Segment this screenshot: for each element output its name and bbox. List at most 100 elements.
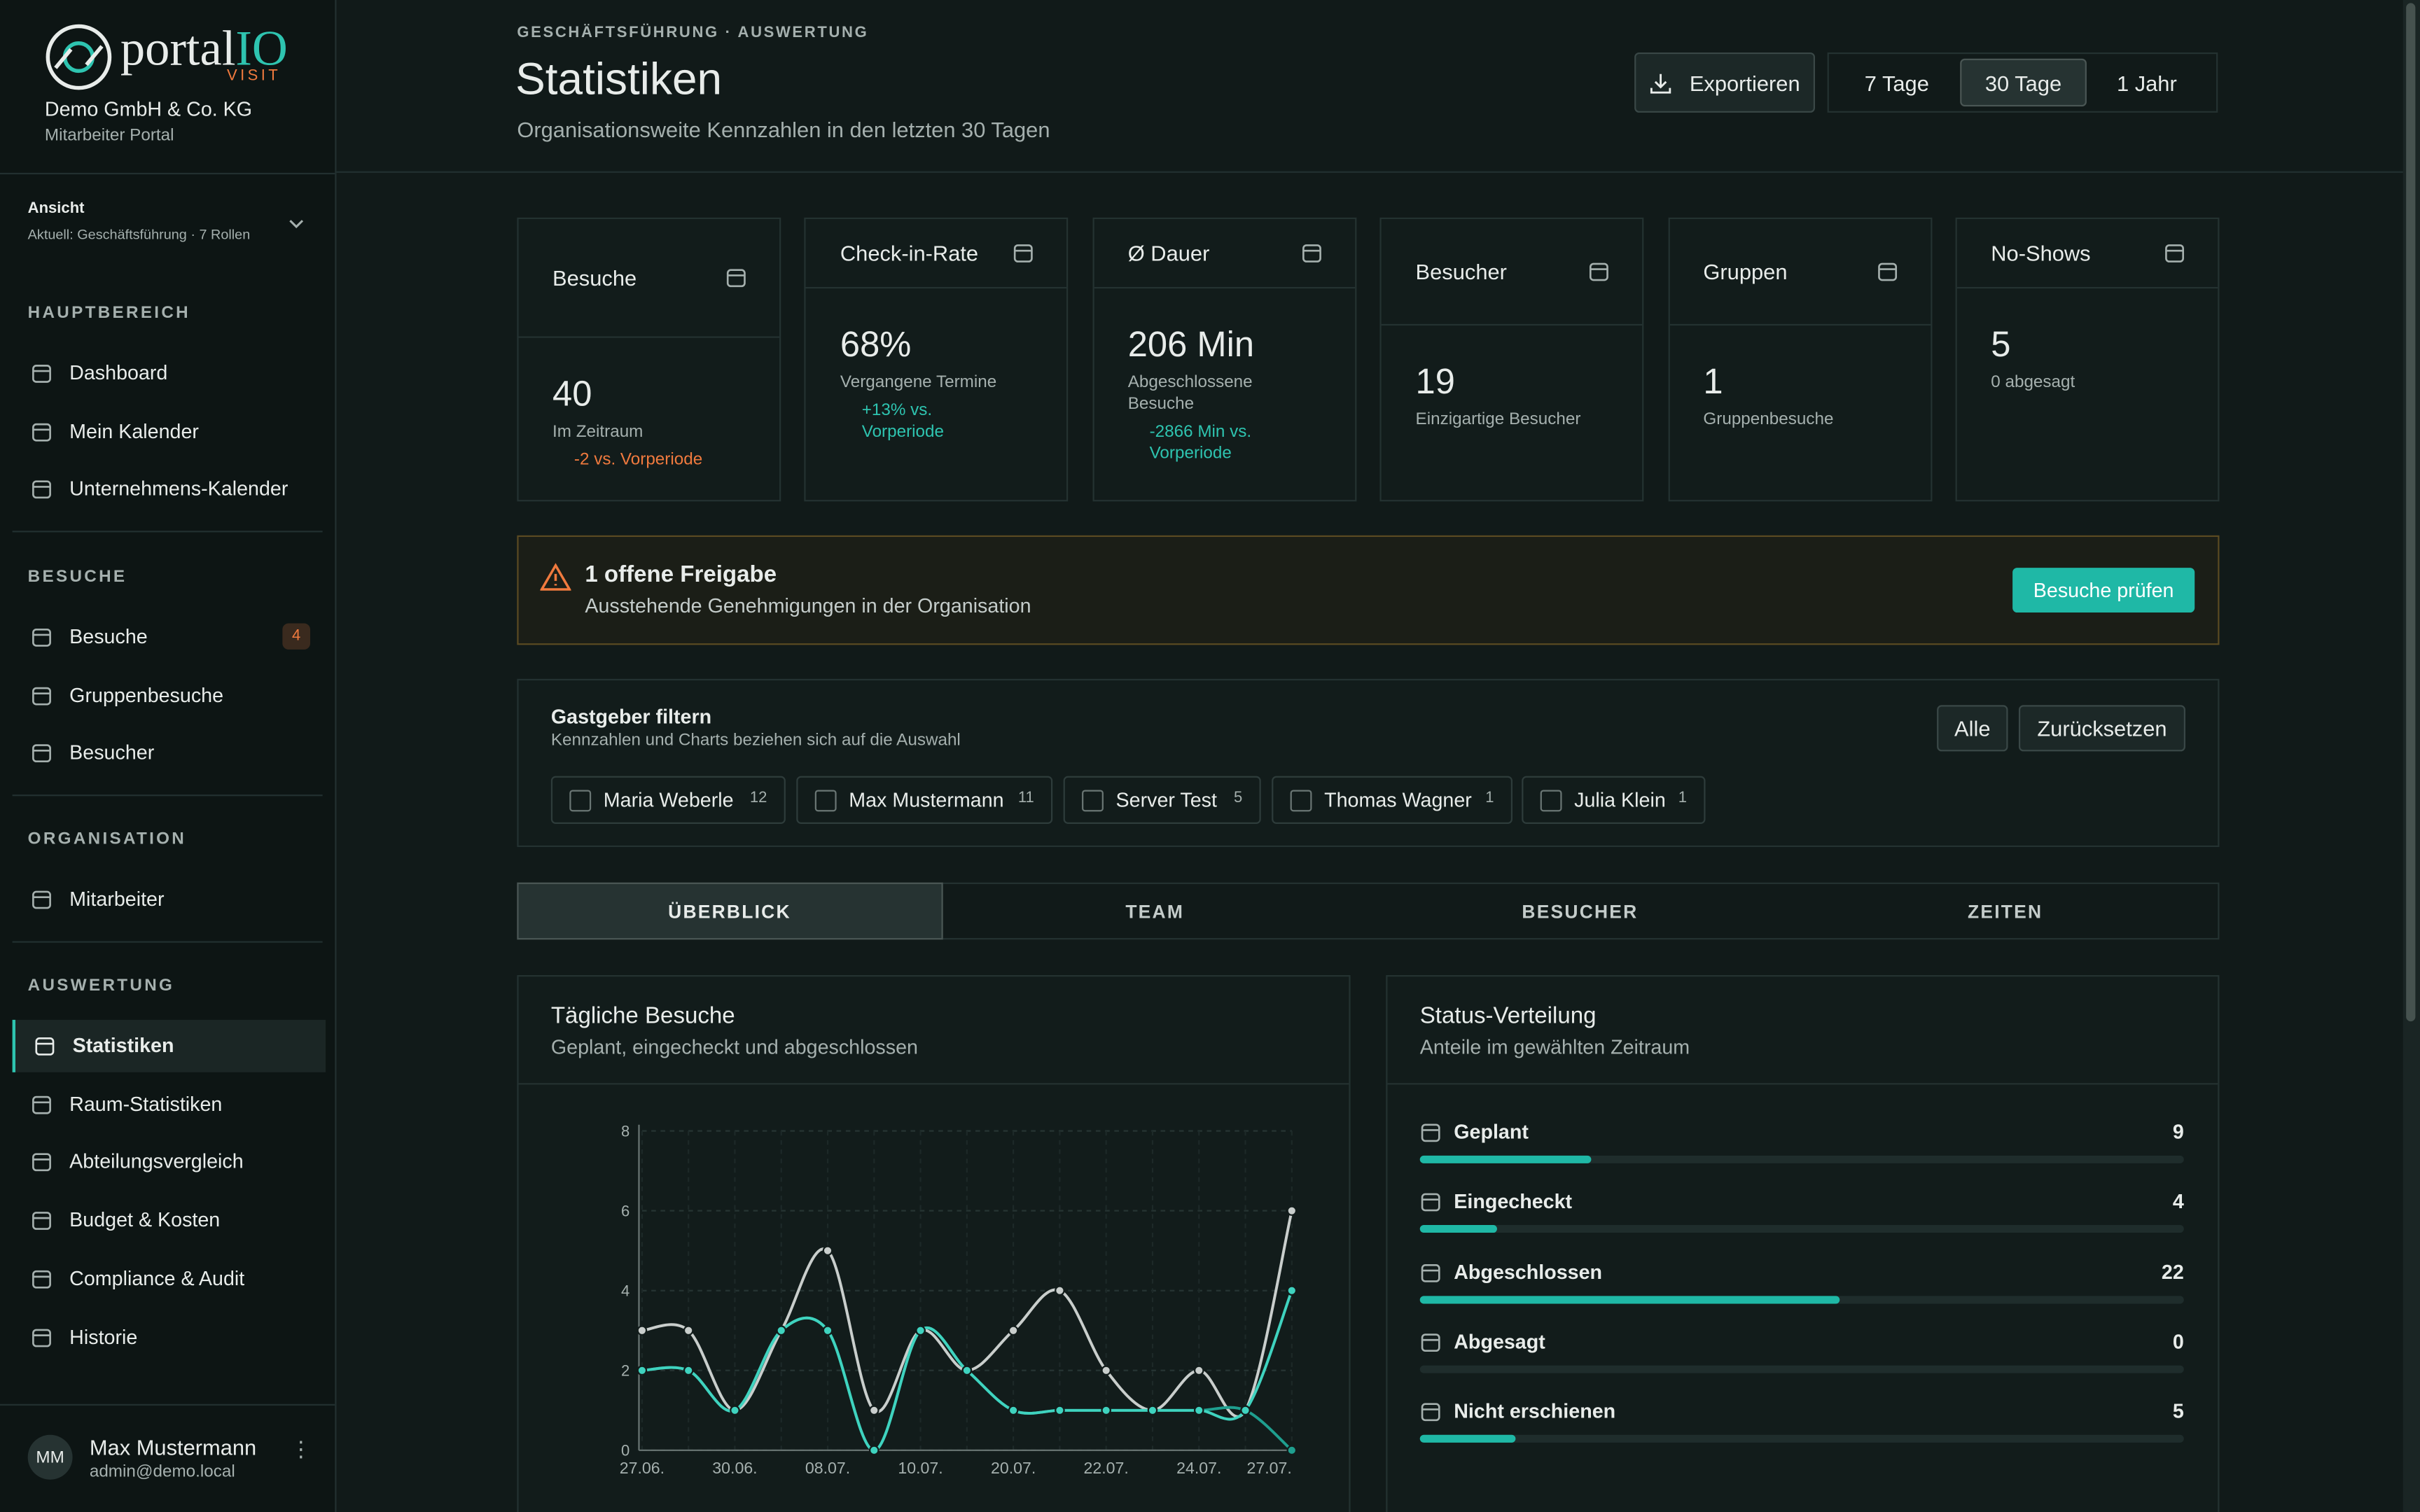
checkbox [1540,790,1562,812]
icon [32,687,51,705]
nav-item[interactable]: Gruppenbesuche [13,669,323,722]
nav-heading: HAUPTBEREICH [27,304,190,323]
icon [1421,1194,1440,1212]
nav-label: Besucher [69,741,155,764]
export-button[interactable]: Exportieren [1634,52,1815,113]
host-name[interactable]: Maria Weberle [603,788,734,812]
nav-label: Besuche [69,624,148,648]
filter-card: Gastgeber filtern Kennzahlen und Charts b… [517,678,2220,848]
status-value: 9 [2172,1120,2184,1144]
tab[interactable]: ÜBERBLICK [517,882,943,940]
nav-label: Raum-Statistiken [69,1091,223,1115]
nav-item[interactable]: Mein Kalender [13,405,323,458]
series-point [1193,1405,1204,1416]
nav-item[interactable]: Unternehmens-Kalender [13,463,323,516]
chart-subtitle: Anteile im gewählten Zeitraum [1419,1035,1690,1058]
page-subtitle: Organisationsweite Kennzahlen in den let… [517,117,1050,142]
series-point [1286,1445,1298,1456]
checkbox [1290,790,1312,812]
status-bar [1419,1155,1592,1163]
chart-divider [518,1083,1349,1085]
icon-shape [32,745,51,763]
icon-shape [32,628,51,647]
host-chip[interactable]: Max Mustermann 11 [796,776,1053,824]
host-name[interactable]: Max Mustermann [849,788,1004,812]
chevron[interactable] [287,216,305,232]
nav-item[interactable]: Dashboard [13,347,323,400]
view-value[interactable]: Aktuell: Geschäftsführung · 7 Rollen [27,226,251,243]
kpi-value: 19 [1415,360,1455,402]
reset-button[interactable]: Zurücksetzen [2018,705,2185,752]
icon [32,1328,51,1347]
tab[interactable]: ZEITEN [1967,900,2043,922]
kpi-value: 5 [1991,323,2011,365]
icon [1302,244,1321,262]
nav-item[interactable]: Compliance & Audit [13,1252,323,1305]
host-name[interactable]: Thomas Wagner [1324,788,1472,812]
tab[interactable]: TEAM [1125,900,1185,922]
series-point [1008,1405,1019,1416]
kpi-label: Besucher [1415,259,1507,284]
nav-item[interactable]: Budget & Kosten [13,1194,323,1247]
icon [32,481,51,499]
series-point [822,1245,833,1256]
icon-shape [1302,244,1321,262]
range-button[interactable]: 30 Tage [1960,58,2087,107]
nav-item[interactable]: Historie [13,1310,323,1363]
kpi-card: Ø Dauer 206 Min Abgeschlossene Besuche -286… [1092,217,1356,502]
range-group [1827,52,2218,113]
host-name[interactable]: Server Test [1115,788,1217,812]
series-point [637,1365,648,1376]
host-count[interactable]: 5 [1234,790,1243,807]
icon [32,745,51,763]
series-point [961,1365,973,1376]
avatar: MM [27,1434,73,1480]
kpi-divider [806,286,1067,289]
host-count[interactable]: 11 [1017,790,1034,807]
range-button[interactable]: 7 Tage [1864,70,1929,95]
scroll-thumb[interactable] [2406,3,2416,1022]
kpi-divider [1669,323,1931,326]
nav-label: Dashboard [69,360,168,384]
icon [1421,1264,1440,1282]
host-chip[interactable]: Thomas Wagner 1 [1272,776,1512,824]
tab[interactable]: BESUCHER [1522,900,1639,922]
alert-button[interactable]: Besuche prüfen [2012,568,2195,613]
nav-item[interactable]: Mitarbeiter [13,874,323,926]
nav-item[interactable]: Besucher [13,727,323,780]
all-button[interactable]: Alle [1937,705,2008,752]
host-count[interactable]: 12 [749,790,767,807]
host-count[interactable]: 1 [1485,790,1494,807]
view-label[interactable]: Ansicht [27,200,85,218]
x-tick-label: 10.07. [898,1459,943,1477]
brand: portalIO [120,20,288,78]
status-value: 0 [2172,1329,2184,1353]
status-track [1419,1435,2184,1443]
host-chip[interactable]: Maria Weberle 12 [550,776,786,824]
nav-item[interactable]: Abteilungsvergleich [13,1136,323,1189]
host-chip[interactable]: Julia Klein 1 [1522,776,1706,824]
status-label: Nicht erschienen [1454,1399,1616,1423]
series-point [822,1325,833,1336]
nav-badge: 4 [282,623,311,650]
user-email: admin@demo.local [89,1462,235,1481]
host-chip[interactable]: Server Test 5 [1063,776,1261,824]
warning-icon [540,563,571,591]
icon [35,1037,55,1056]
series-point [1147,1405,1158,1416]
icon-shape [2165,244,2184,262]
user-menu[interactable]: ⋮ [290,1436,312,1462]
nav-item[interactable]: Raum-Statistiken [13,1078,323,1130]
header-divider [335,171,2403,173]
nav-label: Historie [69,1324,138,1348]
host-count[interactable]: 1 [1678,790,1688,807]
series-point [683,1365,694,1376]
kpi-note: Einzigartige Besucher [1415,410,1581,429]
nav-item[interactable]: Statistiken [12,1019,326,1072]
host-name[interactable]: Julia Klein [1574,788,1666,812]
icon [32,1270,51,1289]
nav-item[interactable]: Besuche 4 [13,611,323,664]
series-point [869,1405,879,1416]
series-line [641,1289,1293,1452]
range-button[interactable]: 1 Jahr [2116,70,2177,95]
